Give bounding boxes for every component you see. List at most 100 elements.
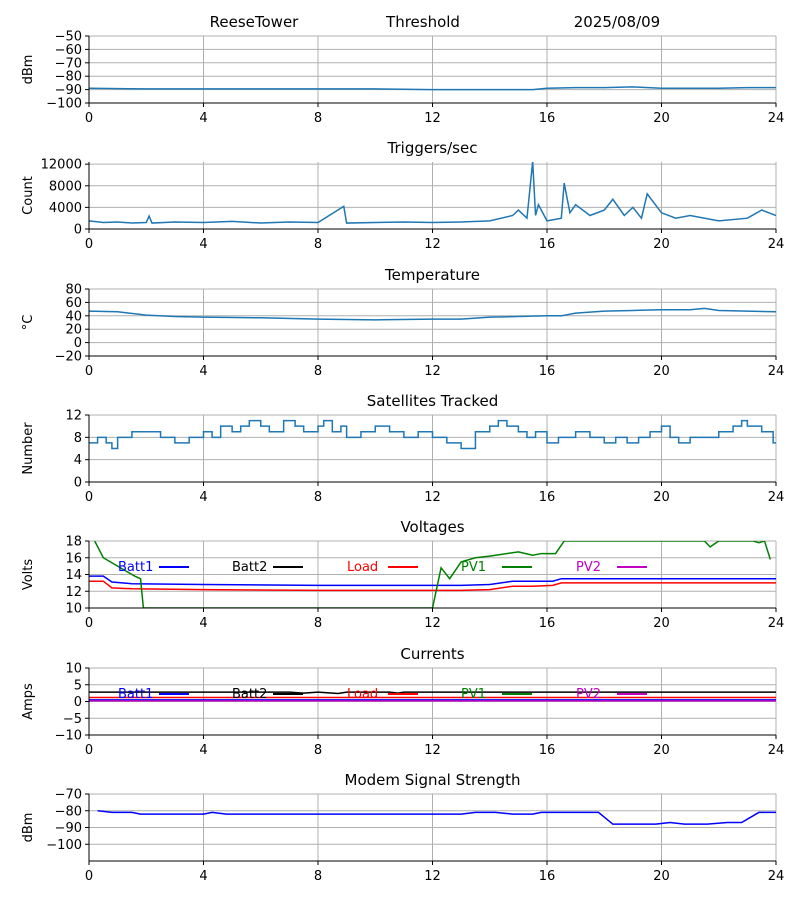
y-axis-label: Number xyxy=(21,422,36,475)
legend-label-batt2: Batt2 xyxy=(232,687,267,702)
series-line xyxy=(97,810,776,825)
x-tick-label: 24 xyxy=(768,743,785,758)
y-axis-label: Volts xyxy=(21,559,36,591)
x-tick-label: 12 xyxy=(424,743,441,758)
x-tick-label: 20 xyxy=(653,237,670,252)
chart-title: Voltages xyxy=(400,518,464,536)
header-date: 2025/08/09 xyxy=(574,13,660,31)
y-tick-label: −70 xyxy=(55,56,82,71)
x-tick-label: 12 xyxy=(424,490,441,505)
x-tick-label: 24 xyxy=(768,869,785,884)
x-tick-label: 24 xyxy=(768,490,785,505)
x-tick-label: 8 xyxy=(314,111,322,126)
x-tick-label: 20 xyxy=(653,490,670,505)
y-tick-label: 40 xyxy=(65,309,82,324)
y-tick-label: 10 xyxy=(65,602,82,617)
x-tick-label: 20 xyxy=(653,869,670,884)
x-tick-label: 16 xyxy=(539,111,556,126)
legend-label-pv1: PV1 xyxy=(461,687,486,702)
legend-label-pv1: PV1 xyxy=(461,560,486,575)
x-tick-label: 4 xyxy=(199,743,207,758)
header-label: Threshold xyxy=(385,13,460,31)
x-tick-label: 8 xyxy=(314,490,322,505)
x-tick-label: 8 xyxy=(314,364,322,379)
x-tick-label: 24 xyxy=(768,364,785,379)
x-tick-label: 4 xyxy=(199,237,207,252)
y-tick-label: −50 xyxy=(55,30,82,45)
y-tick-label: 80 xyxy=(65,283,82,298)
x-tick-label: 0 xyxy=(85,364,93,379)
legend-label-batt1: Batt1 xyxy=(118,560,153,575)
y-axis-label: Amps xyxy=(21,683,36,720)
x-tick-label: 4 xyxy=(199,616,207,631)
y-tick-label: 4 xyxy=(74,453,82,468)
y-axis-label: dBm xyxy=(21,55,36,85)
x-tick-label: 8 xyxy=(314,743,322,758)
x-tick-label: 4 xyxy=(199,364,207,379)
x-tick-label: 16 xyxy=(539,743,556,758)
x-tick-label: 0 xyxy=(85,869,93,884)
x-tick-label: 12 xyxy=(424,616,441,631)
y-tick-label: −90 xyxy=(55,821,82,836)
y-axis-label: Count xyxy=(21,176,36,215)
x-tick-label: 0 xyxy=(85,237,93,252)
x-tick-label: 12 xyxy=(424,869,441,884)
y-tick-label: 60 xyxy=(65,296,82,311)
chart-threshold: 0 4 8 12 16 20 24 −100−90−80−70−60−50 dBm xyxy=(21,30,784,127)
y-tick-label: −70 xyxy=(55,788,82,803)
x-tick-label: 12 xyxy=(424,111,441,126)
x-tick-label: 0 xyxy=(85,616,93,631)
y-tick-label: 12 xyxy=(65,585,82,600)
y-tick-label: −100 xyxy=(46,838,82,853)
x-tick-label: 16 xyxy=(539,616,556,631)
y-tick-label: 12 xyxy=(65,409,82,424)
y-tick-label: −60 xyxy=(55,43,82,58)
y-tick-label: 0 xyxy=(74,476,82,491)
x-tick-label: 20 xyxy=(653,111,670,126)
legend-label-pv2: PV2 xyxy=(576,687,601,702)
y-tick-label: −90 xyxy=(55,83,82,98)
y-tick-label: 16 xyxy=(65,551,82,566)
x-tick-label: 20 xyxy=(653,364,670,379)
series-line-load xyxy=(89,580,776,592)
series-line xyxy=(89,419,776,450)
y-tick-label: 10 xyxy=(65,662,82,677)
series-line xyxy=(89,307,776,321)
chart-title: Triggers/sec xyxy=(387,139,478,157)
x-tick-label: 4 xyxy=(199,869,207,884)
chart-title: Satellites Tracked xyxy=(367,392,498,410)
x-tick-label: 4 xyxy=(199,490,207,505)
x-tick-label: 0 xyxy=(85,743,93,758)
x-tick-label: 8 xyxy=(314,869,322,884)
y-tick-label: 18 xyxy=(65,535,82,550)
y-tick-label: −100 xyxy=(46,97,82,112)
header-station: ReeseTower xyxy=(210,13,300,31)
x-tick-label: 20 xyxy=(653,743,670,758)
chart-satellites: 0 4 8 12 16 20 24 0 4 8 12 Satellites Tracked Number xyxy=(21,392,784,505)
series-line xyxy=(89,162,776,224)
x-tick-label: 12 xyxy=(424,237,441,252)
y-axis-label: dBm xyxy=(21,813,36,843)
chart-title: Temperature xyxy=(384,266,480,284)
series-line-batt1 xyxy=(89,575,776,587)
y-tick-label: 8 xyxy=(74,431,82,446)
x-tick-label: 16 xyxy=(539,490,556,505)
legend-label-batt2: Batt2 xyxy=(232,560,267,575)
legend-label-load: Load xyxy=(347,687,378,702)
y-tick-label: 5 xyxy=(74,678,82,693)
chart-modem: 0 4 8 12 16 20 24 −100 −90 −80−70 Modem Signal Str… xyxy=(21,771,784,884)
x-tick-label: 4 xyxy=(199,111,207,126)
x-tick-label: 16 xyxy=(539,869,556,884)
legend-label-batt1: Batt1 xyxy=(118,687,153,702)
series-line-pv1 xyxy=(94,541,771,608)
y-tick-label: −80 xyxy=(55,70,82,85)
y-tick-label: 8000 xyxy=(49,179,82,194)
y-tick-label: −5 xyxy=(63,712,82,727)
chart-title: Currents xyxy=(400,645,464,663)
x-tick-label: 0 xyxy=(85,490,93,505)
y-tick-label: 12000 xyxy=(41,158,82,173)
x-tick-label: 16 xyxy=(539,237,556,252)
